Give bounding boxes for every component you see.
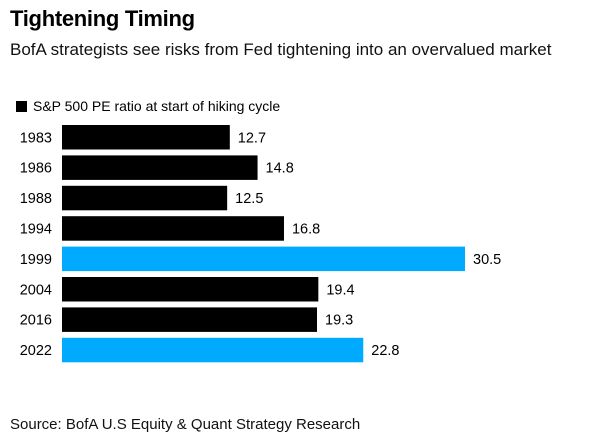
category-label: 2022 [20,343,52,359]
bar-chart: 1983 12.7 1986 14.8 1988 12.5 1994 16.8 1999 30.5… [20,125,501,363]
legend-swatch [16,100,27,112]
source-note: Source: BofA U.S Equity & Quant Strategy… [10,416,361,433]
bar-2022 [62,337,364,363]
value-label: 19.4 [326,282,354,298]
bar-1986 [62,155,258,180]
category-label: 2004 [20,282,52,298]
value-label: 19.3 [325,313,353,329]
value-label: 30.5 [473,252,501,268]
bar-2004 [62,277,319,302]
value-label: 12.5 [235,191,263,207]
value-label: 14.8 [266,161,294,177]
bar-2016 [62,307,318,332]
legend-label: S&P 500 PE ratio at start of hiking cycl… [33,98,281,114]
bar-1988 [62,185,228,211]
category-label: 2016 [20,313,52,329]
category-label: 1999 [20,252,52,268]
category-label: 1983 [20,130,52,146]
category-label: 1986 [20,161,52,177]
value-label: 12.7 [238,130,266,146]
bar-1994 [62,216,284,241]
legend: S&P 500 PE ratio at start of hiking cycl… [16,98,280,114]
value-label: 16.8 [292,221,320,237]
chart-subtitle: BofA strategists see risks from Fed tigh… [10,40,552,59]
bar-1999 [62,246,465,272]
category-label: 1994 [20,221,52,237]
chart-title: Tightening Timing [10,6,195,31]
value-label: 22.8 [371,343,399,359]
bar-1983 [62,125,230,150]
category-label: 1988 [20,191,52,207]
